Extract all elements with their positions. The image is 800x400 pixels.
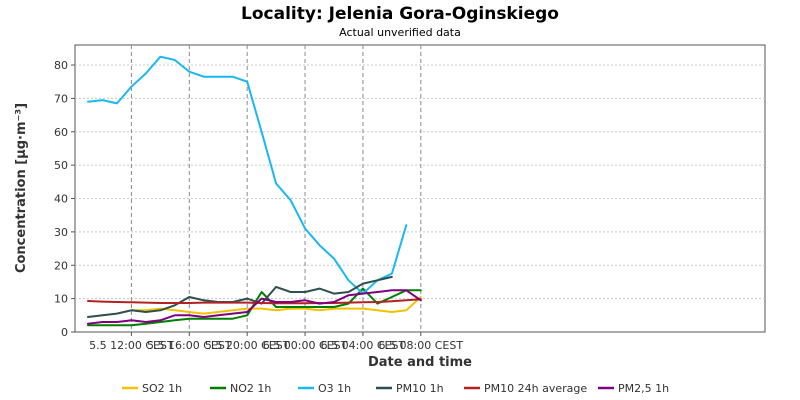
y-axis-label: Concentration [µg·m⁻³] [14, 103, 29, 273]
legend: SO2 1h NO2 1h O3 1h PM10 1h PM10 24h average… [122, 382, 669, 395]
grid [75, 45, 765, 332]
x-axis-label: Date and time [368, 355, 472, 370]
chart-title: Locality: Jelenia Gora-Oginskiego [241, 4, 559, 24]
legend-label: NO2 1h [230, 382, 271, 395]
series-line-1 [130, 296, 422, 315]
y-tick-label: 10 [54, 293, 68, 306]
legend-label: PM10 24h average [484, 382, 587, 395]
x-tick-label: 6.5 08:00 CEST [379, 339, 464, 352]
x-tick-label: 5.5 20:00 CEST [205, 339, 290, 352]
series-line-3 [87, 55, 408, 295]
legend-item: PM10 1h [376, 382, 444, 395]
legend-item: SO2 1h [122, 382, 182, 395]
series-line-4 [87, 275, 393, 318]
legend-label: PM2,5 1h [618, 382, 669, 395]
x-tick-label: 5.5 16:00 CEST [147, 339, 232, 352]
series-line-6 [87, 289, 422, 325]
legend-label: PM10 1h [396, 382, 444, 395]
y-tick-label: 80 [54, 59, 68, 72]
y-tick-label: 70 [54, 92, 68, 105]
y-tick-label: 0 [61, 326, 68, 339]
chart-subtitle: Actual unverified data [339, 26, 461, 39]
y-axis: 0 10 20 30 40 50 60 70 80 [54, 59, 75, 339]
x-tick-label: 6.5 00:00 CEST [263, 339, 348, 352]
y-tick-label: 60 [54, 126, 68, 139]
x-tick-label: 5.5 12:00 CEST [89, 339, 174, 352]
legend-label: SO2 1h [142, 382, 182, 395]
legend-label: O3 1h [318, 382, 351, 395]
y-tick-label: 40 [54, 193, 68, 206]
y-tick-label: 20 [54, 259, 68, 272]
series-group [87, 55, 422, 327]
y-tick-label: 30 [54, 226, 68, 239]
x-tick-label: 6.5 04:00 CEST [321, 339, 406, 352]
plot-area [74, 44, 766, 333]
legend-item: NO2 1h [210, 382, 271, 395]
legend-item: O3 1h [298, 382, 351, 395]
legend-item: PM10 24h average [464, 382, 587, 395]
legend-item: PM2,5 1h [598, 382, 669, 395]
series-line-5 [87, 298, 422, 305]
y-tick-label: 50 [54, 159, 68, 172]
